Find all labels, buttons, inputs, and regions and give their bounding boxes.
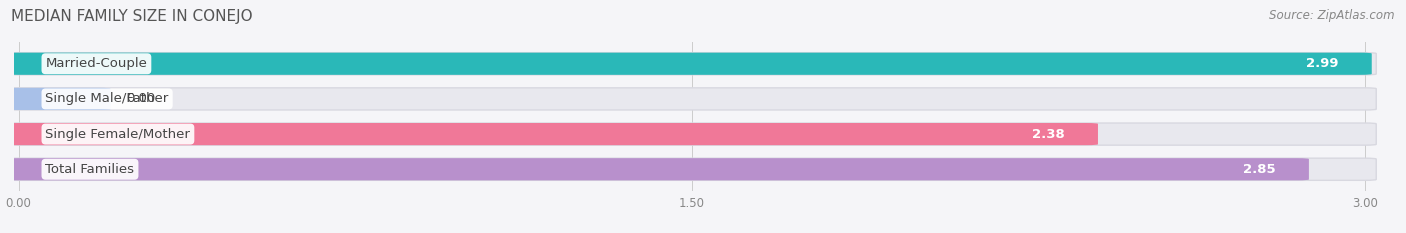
Text: 2.85: 2.85	[1243, 163, 1275, 176]
FancyBboxPatch shape	[7, 158, 1376, 180]
FancyBboxPatch shape	[7, 53, 1372, 75]
Text: Married-Couple: Married-Couple	[45, 57, 148, 70]
FancyBboxPatch shape	[7, 158, 1309, 180]
FancyBboxPatch shape	[7, 123, 1098, 145]
Text: MEDIAN FAMILY SIZE IN CONEJO: MEDIAN FAMILY SIZE IN CONEJO	[11, 9, 253, 24]
Text: 0.00: 0.00	[127, 93, 156, 105]
Text: 2.99: 2.99	[1306, 57, 1339, 70]
FancyBboxPatch shape	[7, 88, 1376, 110]
Text: 2.38: 2.38	[1032, 128, 1064, 140]
Text: Single Male/Father: Single Male/Father	[45, 93, 169, 105]
FancyBboxPatch shape	[7, 53, 1376, 75]
Text: Single Female/Mother: Single Female/Mother	[45, 128, 190, 140]
FancyBboxPatch shape	[7, 123, 1376, 145]
Text: Total Families: Total Families	[45, 163, 135, 176]
Text: Source: ZipAtlas.com: Source: ZipAtlas.com	[1270, 9, 1395, 22]
FancyBboxPatch shape	[7, 88, 111, 110]
